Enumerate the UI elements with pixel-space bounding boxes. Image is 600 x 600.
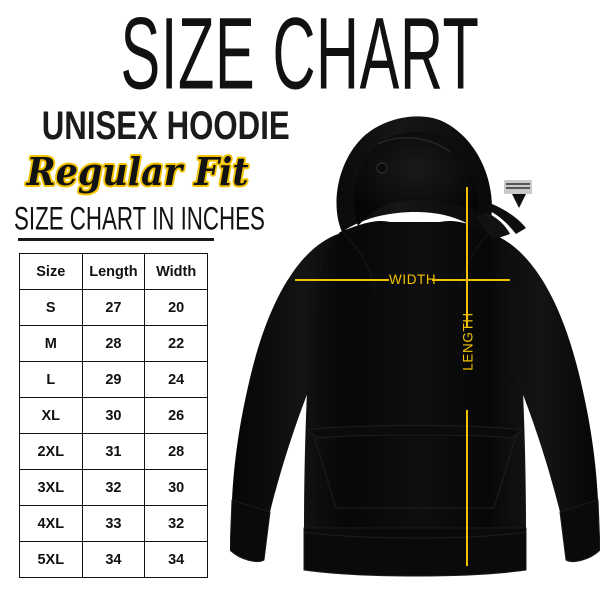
- cell-length: 28: [81, 325, 146, 362]
- cell-size: 5XL: [19, 541, 83, 578]
- hoodie-body: [304, 221, 526, 528]
- table-row: 2XL 31 28: [19, 433, 208, 470]
- neck-label-text: [506, 183, 530, 185]
- table-row: M 28 22: [19, 325, 208, 362]
- table-row: S 27 20: [19, 289, 208, 326]
- cell-length: 34: [81, 541, 146, 578]
- ribbed-hem: [303, 527, 527, 577]
- cell-length: 31: [81, 433, 146, 470]
- column-header-size: Size: [19, 253, 83, 290]
- size-table: Size Length Width S 27 20 M 28 22 L 29 2…: [19, 253, 208, 578]
- table-row: L 29 24: [19, 361, 208, 398]
- neck-right-fold: [488, 204, 526, 234]
- left-shoulder-seam: [341, 231, 377, 291]
- cell-length: 32: [81, 469, 146, 506]
- cell-width: 22: [144, 325, 208, 362]
- pocket-top-seam: [306, 425, 524, 439]
- hood-inner: [353, 131, 479, 226]
- hoodie-product-image: [230, 108, 600, 600]
- cell-length: 33: [81, 505, 146, 542]
- cell-size: L: [19, 361, 83, 398]
- hem-seam: [303, 531, 527, 539]
- units-heading-underline: [18, 238, 214, 241]
- table-header-row: Size Length Width: [19, 253, 208, 290]
- right-shoulder-seam: [457, 231, 491, 291]
- cell-width: 32: [144, 505, 208, 542]
- cell-size: 3XL: [19, 469, 83, 506]
- table-row: 4XL 33 32: [19, 505, 208, 542]
- column-header-length: Length: [81, 253, 146, 290]
- cell-length: 30: [81, 397, 146, 434]
- neck-inner: [476, 212, 510, 240]
- drawstring-eyelet-icon: [376, 162, 388, 174]
- left-cuff: [230, 499, 271, 563]
- units-heading: SIZE CHART IN INCHES: [14, 200, 265, 237]
- cell-width: 20: [144, 289, 208, 326]
- table-row: 5XL 34 34: [19, 541, 208, 578]
- cell-width: 30: [144, 469, 208, 506]
- cell-size: S: [19, 289, 83, 326]
- table-row: 3XL 32 30: [19, 469, 208, 506]
- cell-size: 2XL: [19, 433, 83, 470]
- column-header-width: Width: [144, 253, 208, 290]
- right-cuff: [559, 499, 600, 563]
- cell-size: M: [19, 325, 83, 362]
- kangaroo-pocket: [313, 435, 517, 509]
- cell-size: XL: [19, 397, 83, 434]
- cell-size: 4XL: [19, 505, 83, 542]
- cell-width: 26: [144, 397, 208, 434]
- cell-length: 27: [81, 289, 146, 326]
- neck-label-tail: [512, 194, 526, 208]
- product-type-heading: UNISEX HOODIE: [41, 104, 290, 148]
- cell-width: 24: [144, 361, 208, 398]
- fit-type-heading: Regular Fit: [26, 149, 249, 194]
- cell-width: 34: [144, 541, 208, 578]
- neck-label-text: [506, 187, 530, 189]
- table-row: XL 30 26: [19, 397, 208, 434]
- cell-width: 28: [144, 433, 208, 470]
- hood-seam: [377, 137, 451, 153]
- page-title: SIZE CHART: [120, 0, 480, 111]
- hoodie-illustration: [230, 116, 600, 577]
- cell-length: 29: [81, 361, 146, 398]
